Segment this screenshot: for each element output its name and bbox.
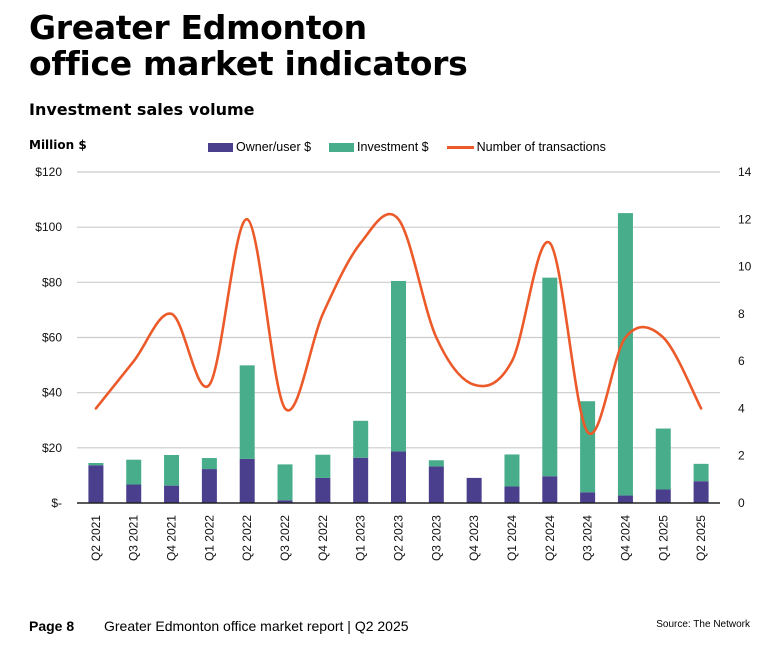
legend-item-owner-user: Owner/user $ bbox=[208, 140, 311, 154]
bar-owner-user bbox=[391, 451, 406, 503]
bar-owner-user bbox=[277, 500, 293, 503]
x-tick-label: Q2 2021 bbox=[89, 515, 103, 561]
x-tick-label: Q2 2024 bbox=[543, 515, 557, 561]
bar-investment bbox=[542, 277, 558, 477]
bar-investment bbox=[126, 459, 142, 485]
y-tick-label: $40 bbox=[42, 386, 62, 400]
footer-source: Source: The Network bbox=[656, 619, 750, 630]
y2-tick-label: 6 bbox=[738, 354, 745, 368]
legend-swatch-investment bbox=[329, 142, 355, 152]
line-series bbox=[94, 212, 703, 436]
title-line-2: office market indicators bbox=[29, 44, 468, 83]
x-tick-label: Q3 2023 bbox=[429, 515, 443, 561]
x-tick-label: Q1 2025 bbox=[656, 515, 670, 561]
x-tick-label: Q4 2024 bbox=[618, 515, 632, 561]
x-tick-label: Q2 2023 bbox=[392, 515, 406, 561]
y2-tick-label: 4 bbox=[738, 401, 745, 415]
bar-owner-user bbox=[428, 466, 444, 503]
bar-owner-user bbox=[466, 477, 482, 503]
x-axis-labels: Q2 2021 Q3 2021 Q4 2021 Q1 2022 Q2 2022 Q3 20… bbox=[89, 515, 708, 561]
y-tick-label: $20 bbox=[42, 441, 62, 455]
x-tick-label: Q3 2022 bbox=[278, 515, 292, 561]
bar-owner-user bbox=[353, 457, 369, 503]
bar-investment bbox=[693, 463, 709, 482]
bar-investment bbox=[239, 365, 255, 459]
legend-item-investment: Investment $ bbox=[329, 140, 429, 154]
y-tick-label: $80 bbox=[42, 275, 62, 289]
x-tick-label: Q2 2025 bbox=[694, 515, 708, 561]
bar-owner-user bbox=[88, 465, 104, 503]
x-tick-label: Q1 2024 bbox=[505, 515, 519, 561]
y2-tick-label: 0 bbox=[738, 496, 745, 510]
y2-tick-label: 14 bbox=[738, 165, 752, 179]
chart-canvas: $- $20 $40 $60 $80 $100 $120 0 2 4 6 8 10 12 14 Q2 20… bbox=[35, 165, 752, 561]
footer-report-title: Greater Edmonton office market report | … bbox=[104, 618, 409, 634]
x-tick-label: Q4 2021 bbox=[165, 515, 179, 561]
y-tick-label: $- bbox=[51, 496, 62, 510]
bar-owner-user bbox=[201, 469, 217, 503]
bar-owner-user bbox=[693, 481, 709, 503]
y-axis-left: $- $20 $40 $60 $80 $100 $120 bbox=[35, 165, 62, 510]
bar-owner-user bbox=[542, 476, 558, 503]
bar-owner-user bbox=[504, 486, 520, 503]
y-tick-label: $60 bbox=[42, 331, 62, 345]
page-title: Greater Edmonton office market indicator… bbox=[29, 10, 468, 82]
legend-label-transactions: Number of transactions bbox=[476, 140, 606, 154]
bar-owner-user bbox=[315, 477, 331, 503]
bar-series bbox=[88, 213, 709, 503]
bar-investment bbox=[428, 460, 444, 467]
x-tick-label: Q4 2023 bbox=[467, 515, 481, 561]
y2-tick-label: 8 bbox=[738, 307, 745, 321]
bar-investment bbox=[315, 454, 331, 478]
y-axis-right: 0 2 4 6 8 10 12 14 bbox=[738, 165, 752, 510]
x-tick-label: Q4 2022 bbox=[316, 515, 330, 561]
transactions-line bbox=[94, 212, 703, 436]
x-tick-label: Q3 2024 bbox=[581, 515, 595, 561]
bar-investment bbox=[391, 280, 406, 452]
x-tick-label: Q1 2022 bbox=[202, 515, 216, 561]
y2-tick-label: 12 bbox=[738, 212, 752, 226]
bar-owner-user bbox=[580, 492, 596, 503]
legend-swatch-transactions bbox=[446, 145, 474, 149]
bar-investment bbox=[655, 428, 671, 490]
x-tick-label: Q1 2023 bbox=[354, 515, 368, 561]
bar-investment bbox=[164, 455, 180, 486]
x-tick-label: Q2 2022 bbox=[240, 515, 254, 561]
y-axis-unit-label: Million $ bbox=[29, 138, 87, 152]
bar-owner-user bbox=[126, 484, 142, 503]
title-line-1: Greater Edmonton bbox=[29, 8, 367, 47]
y-tick-label: $120 bbox=[35, 165, 62, 179]
bar-owner-user bbox=[617, 495, 633, 503]
legend-label-investment: Investment $ bbox=[357, 140, 429, 154]
bar-investment bbox=[201, 458, 217, 470]
bar-owner-user bbox=[239, 458, 255, 503]
bar-investment bbox=[617, 213, 633, 496]
bar-investment bbox=[353, 420, 369, 458]
footer-page-number: Page 8 bbox=[29, 618, 75, 634]
chart-subtitle: Investment sales volume bbox=[29, 100, 255, 119]
chart-legend: Owner/user $ Investment $ Number of tran… bbox=[208, 140, 606, 154]
legend-label-owner-user: Owner/user $ bbox=[236, 140, 312, 154]
bar-owner-user bbox=[164, 485, 180, 503]
y-tick-label: $100 bbox=[35, 220, 62, 234]
y2-tick-label: 10 bbox=[738, 260, 752, 274]
legend-item-transactions: Number of transactions bbox=[446, 140, 606, 154]
x-tick-label: Q3 2021 bbox=[127, 515, 141, 561]
legend-swatch-owner-user bbox=[208, 142, 233, 152]
bar-investment bbox=[504, 454, 520, 487]
bar-investment bbox=[88, 463, 104, 466]
bar-owner-user bbox=[655, 489, 671, 503]
bar-investment bbox=[277, 464, 293, 501]
y2-tick-label: 2 bbox=[738, 449, 745, 463]
